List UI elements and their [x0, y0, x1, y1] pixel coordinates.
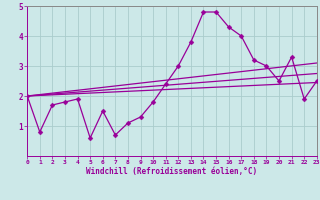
- X-axis label: Windchill (Refroidissement éolien,°C): Windchill (Refroidissement éolien,°C): [86, 167, 258, 176]
